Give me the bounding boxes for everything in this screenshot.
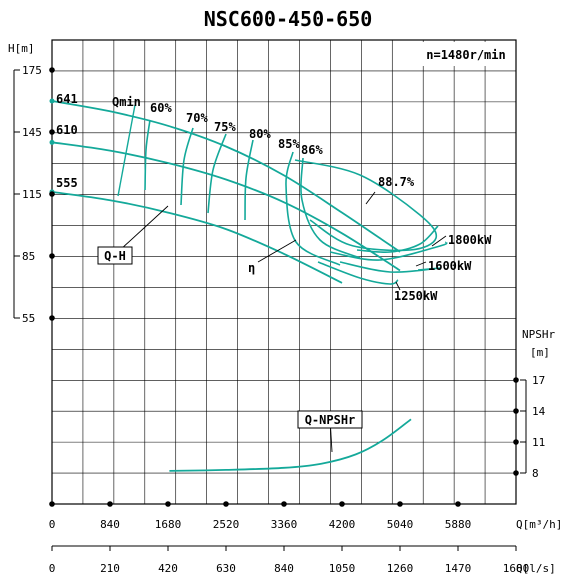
marks: n=1480r/min 641 610 555 Qmin η Q-H Q-NPSHr 60% 70… (49, 48, 506, 453)
x2-axis-label: Q[l/s] (516, 562, 556, 575)
eta887-leader (365, 191, 376, 205)
label-qmin: Qmin (112, 95, 141, 109)
npsh-grid-dot (513, 439, 519, 445)
x-tick-label: 2520 (213, 518, 240, 531)
label-qh: Q-H (104, 249, 126, 263)
efficiency-label: 88.7% (378, 175, 415, 189)
x-grid-dot (397, 501, 403, 507)
efficiency-curve (300, 157, 361, 259)
power-curve-1600 (339, 261, 442, 273)
x-tick-label: 5040 (387, 518, 414, 531)
label-eta: η (248, 261, 255, 275)
label-qh-box (97, 246, 133, 265)
efficiency-label: 75% (214, 120, 236, 134)
power-curve-1250 (317, 261, 399, 285)
efficiency-curve (356, 225, 439, 254)
label-555: 555 (56, 176, 78, 190)
x-tick-label: 840 (100, 518, 120, 531)
chart-title: NSC600-450-650 (204, 7, 373, 31)
x2-tick-label: 210 (100, 562, 120, 575)
y-tick-label: 55 (22, 312, 35, 325)
qh-curve-555 (51, 191, 343, 284)
efficiency-curve (180, 127, 194, 206)
efficiency-curve-88 (294, 159, 438, 252)
efficiency-curve (207, 133, 227, 214)
x-tick-label: 5880 (445, 518, 472, 531)
speed-label: n=1480r/min (426, 48, 505, 62)
x2-tick-label: 1050 (329, 562, 356, 575)
power-curve-1800 (329, 241, 448, 261)
axes: H[m] 175 145 115 85 55 NPSHr [m] 17 14 11 8 0 840 1680… (8, 42, 562, 575)
efficiency-curve (285, 151, 341, 266)
x2-tick-label: 1260 (387, 562, 414, 575)
npsh-grid-dot (513, 408, 519, 414)
efficiency-curve (244, 139, 254, 221)
npsh-axis-label: NPSHr (522, 328, 555, 341)
x-grid-dot (281, 501, 287, 507)
y-tick-label: 145 (22, 126, 42, 139)
x-tick-label: 3360 (271, 518, 298, 531)
efficiency-label: 85% (278, 137, 300, 151)
speed-label-box (418, 42, 514, 66)
y-tick-label: 115 (22, 188, 42, 201)
power-label: 1800kW (448, 233, 492, 247)
kw1600-leader (415, 261, 427, 267)
npsh-tick-label: 11 (532, 436, 545, 449)
x-grid-dot (455, 501, 461, 507)
label-610: 610 (56, 123, 78, 137)
npsh-tick-label: 17 (532, 374, 545, 387)
x-grid-dot (165, 501, 171, 507)
efficiency-label: 70% (186, 111, 208, 125)
power-label: 1600kW (428, 259, 472, 273)
eta-leader (257, 239, 297, 263)
power-label: 1250kW (394, 289, 438, 303)
x2-tick-label: 630 (216, 562, 236, 575)
curve-start-dot (49, 98, 55, 104)
x2-tick-label: 840 (274, 562, 294, 575)
efficiency-label: 60% (150, 101, 172, 115)
y-grid-dot (49, 129, 55, 135)
x-tick-label: 1680 (155, 518, 182, 531)
x2-tick-label: 0 (49, 562, 56, 575)
curve-start-dot (49, 139, 55, 145)
x2-tick-label: 1680 (503, 562, 530, 575)
label-npsh-box (297, 410, 363, 429)
qh-curve-641 (51, 100, 401, 253)
x-grid-dot (339, 501, 345, 507)
y-grid-dot (49, 315, 55, 321)
y-grid-dot (49, 191, 55, 197)
label-npsh: Q-NPSHr (305, 413, 356, 427)
kw1250-leader (395, 281, 401, 291)
npsh-tick-label: 8 (532, 467, 539, 480)
efficiency-curve (144, 119, 151, 191)
curves (51, 100, 448, 472)
x-grid-dot (49, 501, 55, 507)
y-grid-dot (49, 253, 55, 259)
y-axis-label: H[m] (8, 42, 35, 55)
y-tick-label: 85 (22, 250, 35, 263)
npsh-grid-dot (513, 377, 519, 383)
x-grid-dot (107, 501, 113, 507)
npsh-tick-label: 14 (532, 405, 546, 418)
kw1800-leader (431, 235, 447, 247)
label-641: 641 (56, 92, 78, 106)
y-grid-dot (49, 67, 55, 73)
npsh-curve (169, 418, 412, 472)
efficiency-label: 80% (249, 127, 271, 141)
x-axis-label: Q[m³/h] (516, 518, 562, 531)
qmin-line (117, 104, 136, 197)
x-tick-label: 4200 (329, 518, 356, 531)
x2-tick-label: 420 (158, 562, 178, 575)
x-tick-label: 0 (49, 518, 56, 531)
x-grid-dot (223, 501, 229, 507)
efficiency-label: 86% (301, 143, 323, 157)
y-tick-label: 175 (22, 64, 42, 77)
npsh-grid-dot (513, 470, 519, 476)
x2-tick-label: 1470 (445, 562, 472, 575)
npsh-axis-unit: [m] (530, 346, 550, 359)
qh-leader (119, 205, 169, 251)
qh-curve-610 (51, 141, 401, 272)
